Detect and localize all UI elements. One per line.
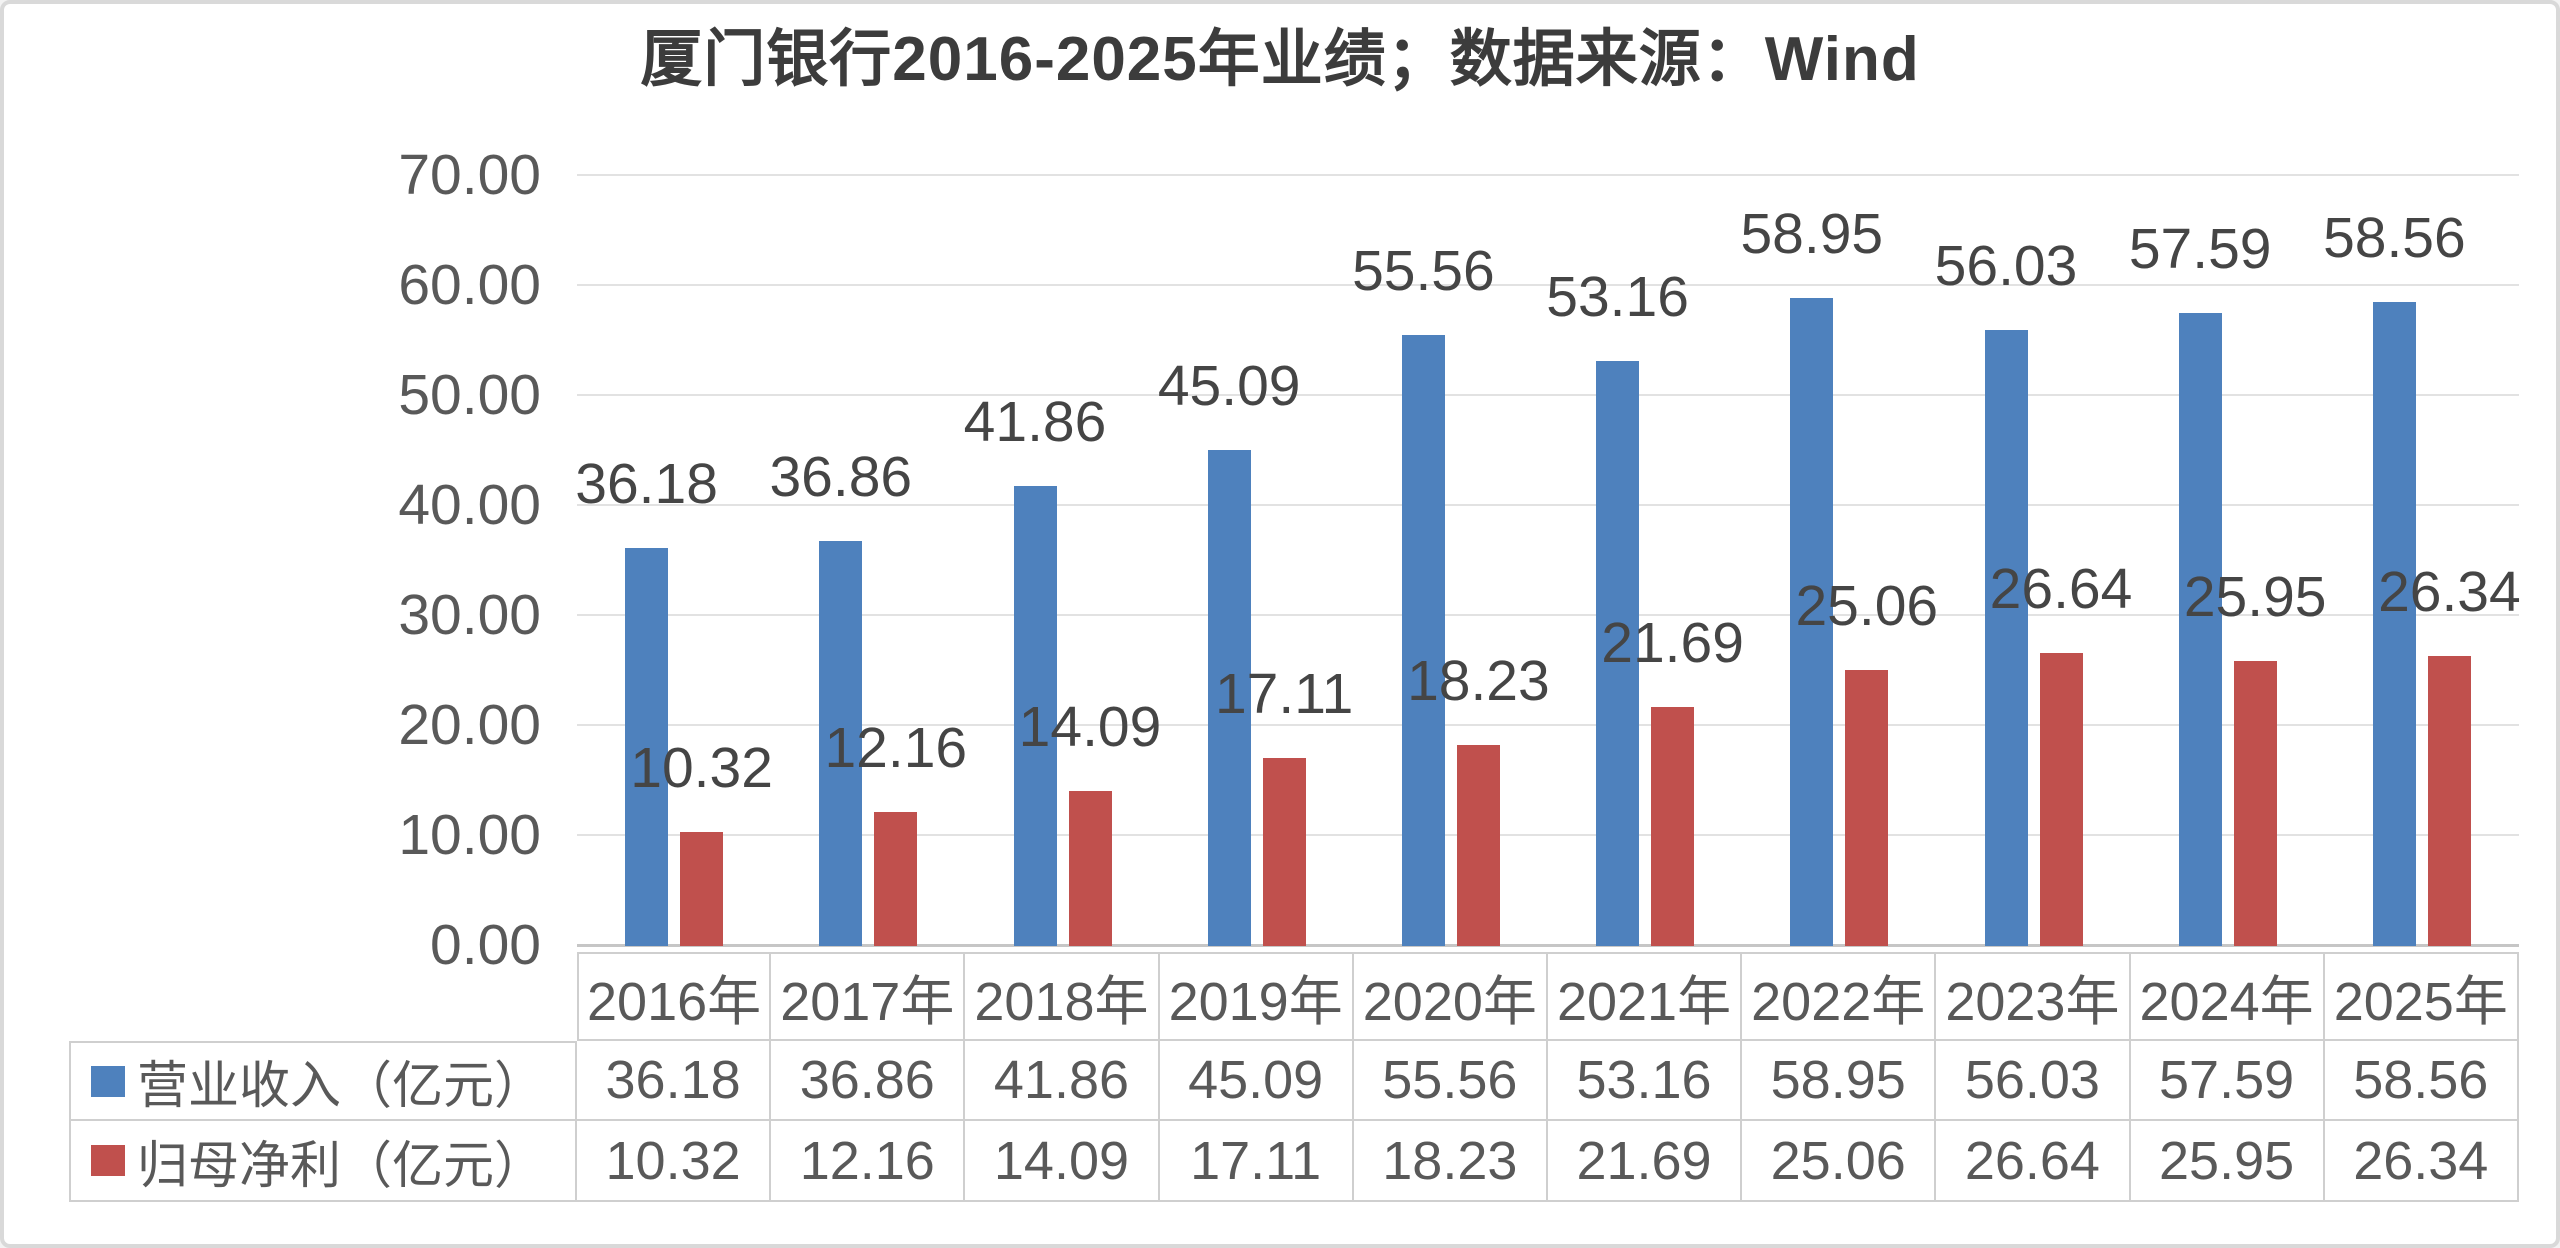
profit-bar: [2039, 653, 2083, 946]
table-corner-cell: [69, 952, 577, 1041]
profit-bar: [2233, 661, 2277, 946]
profit-legend-swatch: [91, 1145, 125, 1176]
revenue-bar: [1401, 335, 1445, 946]
year-header-cell: 2023年: [1936, 952, 2131, 1041]
year-header-cell: 2025年: [2324, 952, 2519, 1041]
revenue-legend-swatch: [91, 1065, 125, 1097]
gridline: [577, 724, 2519, 726]
year-header-cell: 2024年: [2130, 952, 2325, 1041]
year-header-cell: 2021年: [1547, 952, 1743, 1041]
profit-value-label: 26.64: [1989, 557, 2133, 621]
table-value-cell: 36.86: [771, 1041, 966, 1121]
table-value-cell: 45.09: [1159, 1041, 1354, 1121]
table-value-cell: 36.18: [577, 1041, 772, 1121]
profit-bar: [1262, 758, 1306, 946]
y-axis-tick-label: 10.00: [398, 803, 541, 867]
profit-bar: [680, 832, 724, 946]
profit-value-label: 17.11: [1214, 662, 1354, 726]
profit-value-label: 25.06: [1795, 574, 1939, 638]
revenue-value-label: 58.95: [1740, 202, 1884, 266]
gridline: [577, 394, 2519, 396]
chart-title: 厦门银行2016-2025年业绩；数据来源：Wind: [640, 25, 1920, 94]
x-axis-line: [577, 944, 2519, 947]
table-value-cell: 14.09: [965, 1121, 1160, 1202]
gridline: [577, 614, 2519, 616]
profit-bar: [1456, 745, 1500, 946]
table-value-cell: 25.06: [1742, 1121, 1937, 1202]
table-value-cell: 25.95: [2130, 1121, 2325, 1202]
legend-cell: 归母净利（亿元）: [69, 1121, 577, 1202]
table-value-cell: 55.56: [1353, 1041, 1548, 1121]
profit-bar: [1068, 791, 1112, 946]
year-header-cell: 2020年: [1353, 952, 1548, 1041]
revenue-value-label: 53.16: [1546, 265, 1689, 329]
table-value-cell: 12.16: [771, 1121, 966, 1202]
gridline: [577, 504, 2519, 506]
legend-cell: 营业收入（亿元）: [69, 1041, 577, 1121]
revenue-bar: [1984, 330, 2028, 946]
revenue-bar: [625, 548, 669, 946]
table-value-cell: 26.34: [2324, 1121, 2519, 1202]
gridline: [577, 174, 2519, 176]
table-value-cell: 53.16: [1547, 1041, 1743, 1121]
revenue-value-label: 41.86: [963, 390, 1107, 454]
revenue-value-label: 45.09: [1157, 354, 1301, 418]
table-value-cell: 58.95: [1742, 1041, 1937, 1121]
revenue-value-label: 36.86: [769, 445, 913, 509]
gridline: [577, 284, 2519, 286]
revenue-value-label: 58.56: [2323, 206, 2466, 270]
profit-bar: [2427, 656, 2471, 946]
table-value-cell: 57.59: [2130, 1041, 2325, 1121]
revenue-bar: [1596, 361, 1640, 946]
profit-bar: [1651, 707, 1695, 946]
y-axis-tick-label: 30.00: [398, 583, 541, 647]
year-header-cell: 2022年: [1742, 952, 1937, 1041]
revenue-bar: [1013, 486, 1057, 946]
table-value-cell: 18.23: [1353, 1121, 1548, 1202]
y-axis-tick-label: 20.00: [398, 693, 541, 757]
y-axis-tick-label: 50.00: [398, 363, 541, 427]
profit-value-label: 25.95: [2183, 565, 2327, 629]
profit-value-label: 10.32: [630, 736, 773, 800]
revenue-value-label: 56.03: [1934, 234, 2078, 298]
profit-value-label: 18.23: [1407, 649, 1550, 713]
year-header-cell: 2019年: [1159, 952, 1354, 1041]
legend-label: 营业收入（亿元）: [137, 1059, 546, 1115]
year-header-cell: 2017年: [771, 952, 966, 1041]
revenue-bar: [2178, 313, 2222, 946]
table-value-cell: 58.56: [2324, 1041, 2519, 1121]
profit-value-label: 14.09: [1018, 695, 1162, 759]
table-value-cell: 21.69: [1547, 1121, 1743, 1202]
revenue-bar: [1207, 450, 1251, 946]
y-axis-tick-label: 0.00: [430, 913, 541, 977]
profit-value-label: 12.16: [824, 716, 968, 780]
revenue-bar: [2372, 302, 2416, 946]
year-header-cell: 2018年: [965, 952, 1160, 1041]
year-header-cell: 2016年: [577, 952, 772, 1041]
profit-bar: [1845, 670, 1889, 946]
data-table: 2016年 2017年 2018年 2019年 2020年 2021年 2022年 2023年…: [69, 952, 2519, 1202]
gridline: [577, 834, 2519, 836]
table-value-cell: 56.03: [1936, 1041, 2131, 1121]
table-value-cell: 26.64: [1936, 1121, 2131, 1202]
revenue-value-label: 57.59: [2128, 217, 2272, 281]
revenue-bar: [819, 541, 863, 946]
revenue-value-label: 55.56: [1352, 239, 1495, 303]
legend-label: 归母净利（亿元）: [137, 1138, 546, 1195]
revenue-bar: [1790, 298, 1834, 946]
revenue-value-label: 36.18: [575, 452, 718, 516]
y-axis-tick-label: 70.00: [398, 143, 541, 207]
profit-value-label: 21.69: [1601, 611, 1744, 675]
table-value-cell: 17.11: [1159, 1121, 1354, 1202]
y-axis-tick-label: 60.00: [398, 253, 541, 317]
profit-bar: [874, 812, 918, 946]
table-value-cell: 41.86: [965, 1041, 1160, 1121]
profit-value-label: 26.34: [2378, 560, 2521, 624]
y-axis-tick-label: 40.00: [398, 473, 541, 537]
table-value-cell: 10.32: [577, 1121, 772, 1202]
